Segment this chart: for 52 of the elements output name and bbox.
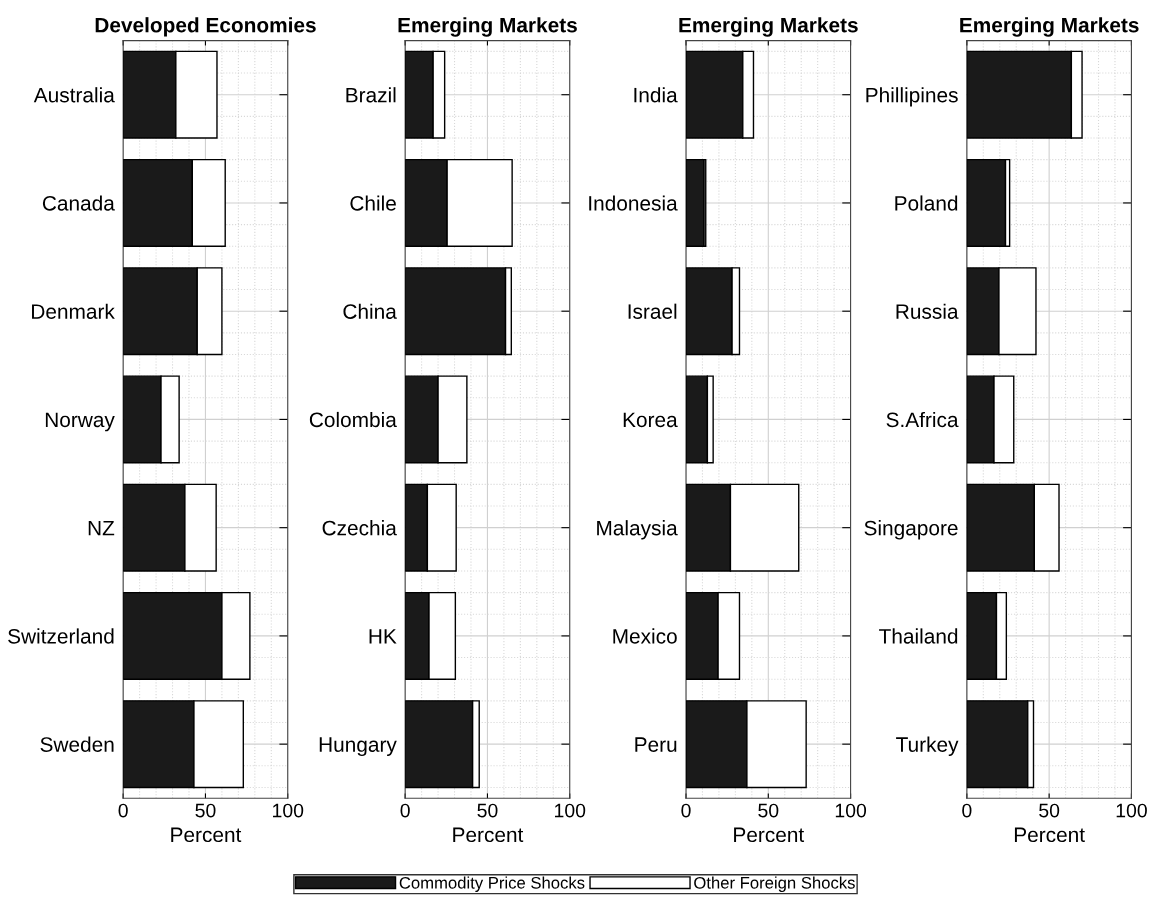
y-tick-label: Chile — [350, 195, 396, 211]
x-tick-label: 50 — [195, 803, 216, 818]
x-axis-title: Percent — [1014, 827, 1085, 843]
x-axis-title: Percent — [734, 827, 805, 843]
y-tick-label: Canada — [42, 195, 115, 211]
x-tick-label: 0 — [681, 803, 691, 818]
y-tick-label: Singapore — [864, 520, 958, 540]
y-tick-label: Peru — [635, 737, 677, 752]
y-tick-label: Hungary — [319, 737, 397, 757]
y-tick-label: S.Africa — [886, 411, 959, 428]
x-tick-label: 100 — [1116, 803, 1147, 818]
x-axis-title: Percent — [453, 827, 524, 843]
y-tick-label: HK — [369, 629, 397, 644]
y-tick-label: Norway — [45, 412, 115, 432]
y-tick-label: Indonesia — [589, 195, 678, 211]
y-tick-label: Korea — [623, 412, 678, 428]
y-tick-label: India — [634, 87, 678, 103]
y-tick-label: Brazil — [346, 87, 396, 103]
y-tick-label: NZ — [88, 520, 115, 536]
bar — [966, 158, 1007, 247]
y-tick-label: Australia — [33, 87, 115, 103]
y-tick-label: Switzerland — [8, 628, 114, 644]
x-tick-label: 50 — [1039, 803, 1060, 818]
y-tick-label: Czechia — [322, 520, 397, 536]
x-tick-label: 100 — [835, 803, 867, 818]
y-tick-label: Malaysia — [597, 520, 678, 540]
x-tick-label: 50 — [758, 803, 779, 818]
x-tick-label: 0 — [118, 803, 128, 818]
chart-title: Emerging Markets — [679, 17, 858, 37]
chart-title: Emerging Markets — [398, 17, 577, 37]
chart-title: Developed Economies — [95, 17, 316, 37]
x-tick-label: 100 — [555, 803, 586, 818]
x-tick-label: 0 — [962, 803, 972, 818]
x-tick-label: 50 — [477, 803, 498, 818]
y-tick-label: Thailand — [879, 628, 958, 644]
x-tick-label: 100 — [273, 803, 304, 818]
text: Commodity Price Shocks — [399, 876, 585, 892]
x-tick-label: 0 — [400, 803, 410, 818]
y-tick-label: Turkey — [896, 736, 959, 757]
x-axis-title: Percent — [171, 827, 242, 843]
y-tick-label: Israel — [628, 303, 677, 319]
chart-title: Emerging Markets — [960, 17, 1139, 37]
y-tick-label: Colombia — [309, 411, 397, 428]
y-tick-label: China — [343, 303, 397, 319]
text: Other Foreign Shocks — [694, 876, 855, 892]
y-tick-label: Poland — [895, 195, 958, 211]
y-tick-label: Sweden — [40, 736, 114, 752]
y-tick-label: Denmark — [32, 303, 115, 319]
bar — [686, 158, 705, 247]
y-tick-label: Phillipines — [866, 87, 958, 107]
y-tick-label: Russia — [896, 303, 959, 319]
y-tick-label: Mexico — [613, 628, 677, 644]
